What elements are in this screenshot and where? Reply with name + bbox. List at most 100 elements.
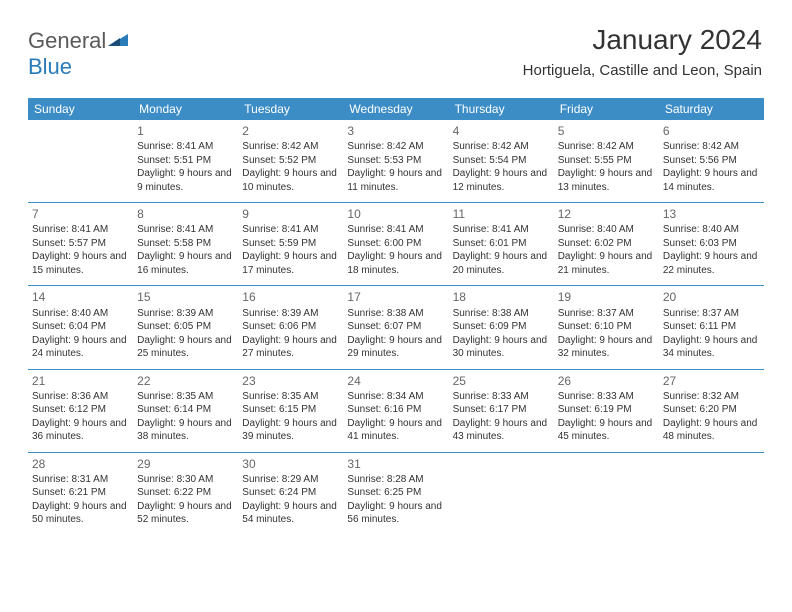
sunrise-line: Sunrise: 8:41 AM [137,223,234,237]
calendar-table: Sunday Monday Tuesday Wednesday Thursday… [28,98,764,535]
day-number: 11 [453,206,550,222]
sunset-line: Sunset: 6:21 PM [32,486,129,500]
sunrise-line: Sunrise: 8:28 AM [347,473,444,487]
sunrise-line: Sunrise: 8:42 AM [347,140,444,154]
sunset-line: Sunset: 6:11 PM [663,320,760,334]
sunrise-line: Sunrise: 8:41 AM [242,223,339,237]
sunset-line: Sunset: 6:15 PM [242,403,339,417]
sunset-line: Sunset: 6:14 PM [137,403,234,417]
calendar-day-cell [659,452,764,535]
sunset-line: Sunset: 6:07 PM [347,320,444,334]
sunset-line: Sunset: 6:25 PM [347,486,444,500]
sunrise-line: Sunrise: 8:41 AM [137,140,234,154]
sunset-line: Sunset: 5:55 PM [558,154,655,168]
daylight-line: Daylight: 9 hours and 27 minutes. [242,334,339,361]
day-number: 13 [663,206,760,222]
daylight-line: Daylight: 9 hours and 54 minutes. [242,500,339,527]
calendar-day-cell [28,120,133,203]
sunset-line: Sunset: 6:12 PM [32,403,129,417]
daylight-line: Daylight: 9 hours and 16 minutes. [137,250,234,277]
calendar-day-cell: 20Sunrise: 8:37 AMSunset: 6:11 PMDayligh… [659,286,764,369]
day-header: Tuesday [238,98,343,120]
brand-part2: Blue [28,54,72,79]
sunset-line: Sunset: 6:05 PM [137,320,234,334]
day-number: 9 [242,206,339,222]
sunset-line: Sunset: 6:01 PM [453,237,550,251]
day-header: Friday [554,98,659,120]
day-number: 26 [558,373,655,389]
calendar-day-cell: 10Sunrise: 8:41 AMSunset: 6:00 PMDayligh… [343,203,448,286]
daylight-line: Daylight: 9 hours and 22 minutes. [663,250,760,277]
sunrise-line: Sunrise: 8:42 AM [558,140,655,154]
day-number: 22 [137,373,234,389]
calendar-day-cell: 13Sunrise: 8:40 AMSunset: 6:03 PMDayligh… [659,203,764,286]
sunset-line: Sunset: 6:10 PM [558,320,655,334]
day-number: 18 [453,289,550,305]
calendar-day-cell: 14Sunrise: 8:40 AMSunset: 6:04 PMDayligh… [28,286,133,369]
daylight-line: Daylight: 9 hours and 41 minutes. [347,417,444,444]
sunrise-line: Sunrise: 8:40 AM [32,307,129,321]
sunrise-line: Sunrise: 8:37 AM [663,307,760,321]
calendar-week-row: 28Sunrise: 8:31 AMSunset: 6:21 PMDayligh… [28,452,764,535]
daylight-line: Daylight: 9 hours and 32 minutes. [558,334,655,361]
calendar-day-cell: 30Sunrise: 8:29 AMSunset: 6:24 PMDayligh… [238,452,343,535]
month-title: January 2024 [523,24,762,56]
brand-part1: General [28,28,106,53]
sunrise-line: Sunrise: 8:35 AM [242,390,339,404]
sunset-line: Sunset: 5:59 PM [242,237,339,251]
sunrise-line: Sunrise: 8:42 AM [663,140,760,154]
daylight-line: Daylight: 9 hours and 34 minutes. [663,334,760,361]
sunrise-line: Sunrise: 8:33 AM [453,390,550,404]
sunrise-line: Sunrise: 8:42 AM [242,140,339,154]
day-number: 30 [242,456,339,472]
calendar-week-row: 7Sunrise: 8:41 AMSunset: 5:57 PMDaylight… [28,203,764,286]
sunset-line: Sunset: 5:54 PM [453,154,550,168]
daylight-line: Daylight: 9 hours and 9 minutes. [137,167,234,194]
calendar-day-cell: 17Sunrise: 8:38 AMSunset: 6:07 PMDayligh… [343,286,448,369]
day-number: 2 [242,123,339,139]
daylight-line: Daylight: 9 hours and 50 minutes. [32,500,129,527]
day-number: 24 [347,373,444,389]
calendar-day-cell: 12Sunrise: 8:40 AMSunset: 6:02 PMDayligh… [554,203,659,286]
day-number: 29 [137,456,234,472]
day-header: Sunday [28,98,133,120]
calendar-day-cell: 31Sunrise: 8:28 AMSunset: 6:25 PMDayligh… [343,452,448,535]
sunrise-line: Sunrise: 8:31 AM [32,473,129,487]
calendar-day-cell: 9Sunrise: 8:41 AMSunset: 5:59 PMDaylight… [238,203,343,286]
calendar-day-cell: 26Sunrise: 8:33 AMSunset: 6:19 PMDayligh… [554,369,659,452]
day-number: 4 [453,123,550,139]
calendar-day-cell: 16Sunrise: 8:39 AMSunset: 6:06 PMDayligh… [238,286,343,369]
sunset-line: Sunset: 6:19 PM [558,403,655,417]
sunset-line: Sunset: 6:16 PM [347,403,444,417]
daylight-line: Daylight: 9 hours and 29 minutes. [347,334,444,361]
day-number: 19 [558,289,655,305]
daylight-line: Daylight: 9 hours and 12 minutes. [453,167,550,194]
sunrise-line: Sunrise: 8:36 AM [32,390,129,404]
sunset-line: Sunset: 6:06 PM [242,320,339,334]
calendar-day-cell: 4Sunrise: 8:42 AMSunset: 5:54 PMDaylight… [449,120,554,203]
daylight-line: Daylight: 9 hours and 18 minutes. [347,250,444,277]
sunset-line: Sunset: 6:03 PM [663,237,760,251]
calendar-week-row: 21Sunrise: 8:36 AMSunset: 6:12 PM Dayligh… [28,369,764,452]
day-number: 23 [242,373,339,389]
day-number: 8 [137,206,234,222]
calendar-day-cell: 3Sunrise: 8:42 AMSunset: 5:53 PMDaylight… [343,120,448,203]
sunrise-line: Sunrise: 8:34 AM [347,390,444,404]
calendar-day-cell: 11Sunrise: 8:41 AMSunset: 6:01 PMDayligh… [449,203,554,286]
calendar-day-cell: 5Sunrise: 8:42 AMSunset: 5:55 PMDaylight… [554,120,659,203]
day-number: 17 [347,289,444,305]
calendar-day-cell: 8Sunrise: 8:41 AMSunset: 5:58 PMDaylight… [133,203,238,286]
sunrise-line: Sunrise: 8:35 AM [137,390,234,404]
sunset-line: Sunset: 6:00 PM [347,237,444,251]
day-number: 15 [137,289,234,305]
sunset-line: Sunset: 5:52 PM [242,154,339,168]
day-number: 21 [32,373,129,389]
day-header: Saturday [659,98,764,120]
sunset-line: Sunset: 5:57 PM [32,237,129,251]
calendar-day-cell: 28Sunrise: 8:31 AMSunset: 6:21 PMDayligh… [28,452,133,535]
daylight-line: Daylight: 9 hours and 24 minutes. [32,334,129,361]
calendar-day-cell: 18Sunrise: 8:38 AMSunset: 6:09 PMDayligh… [449,286,554,369]
day-number: 27 [663,373,760,389]
day-number: 25 [453,373,550,389]
day-header: Wednesday [343,98,448,120]
